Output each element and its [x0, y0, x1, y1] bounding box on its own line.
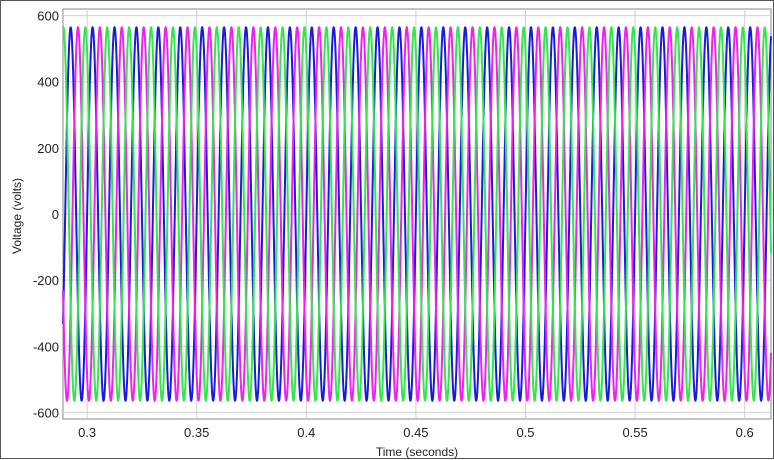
- x-tick-label: 0.4: [297, 425, 315, 440]
- y-tick-label: 200: [37, 141, 59, 156]
- x-axis-ticks: 0.3 0.35 0.4 0.45 0.5 0.55 0.6: [78, 425, 754, 440]
- x-tick-label: 0.55: [622, 425, 647, 440]
- x-tick-label: 0.3: [78, 425, 96, 440]
- voltage-series-line-1: [62, 26, 772, 402]
- series-group: [62, 26, 772, 402]
- y-tick-label: 0: [52, 207, 59, 222]
- y-tick-label: 400: [37, 75, 59, 90]
- y-tick-label: -200: [33, 273, 59, 288]
- x-tick-label: 0.45: [403, 425, 428, 440]
- voltage-series-line-2: [62, 26, 772, 402]
- y-tick-label: 600: [37, 9, 59, 24]
- voltage-series-line-3: [62, 26, 772, 402]
- y-tick-label: -600: [33, 405, 59, 420]
- x-tick-label: 0.35: [184, 425, 209, 440]
- x-axis-label: Time (seconds): [376, 445, 458, 459]
- y-tick-label: -400: [33, 339, 59, 354]
- x-tick-label: 0.6: [736, 425, 754, 440]
- y-axis-label: Voltage (volts): [10, 178, 24, 254]
- x-tick-label: 0.5: [516, 425, 534, 440]
- y-axis-ticks: 600 400 200 0 -200 -400 -600: [33, 9, 59, 421]
